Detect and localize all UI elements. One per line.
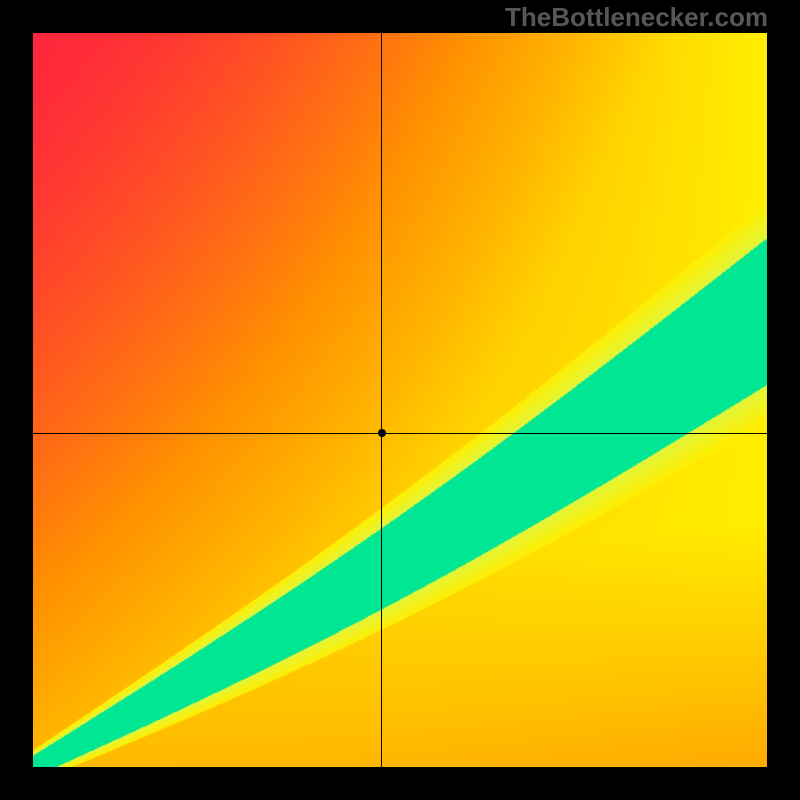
heatmap-canvas: [33, 33, 767, 767]
heatmap-plot: [33, 33, 767, 767]
crosshair-vertical: [381, 33, 382, 767]
crosshair-horizontal: [33, 433, 767, 434]
crosshair-dot: [378, 429, 386, 437]
watermark-text: TheBottlenecker.com: [505, 2, 768, 33]
